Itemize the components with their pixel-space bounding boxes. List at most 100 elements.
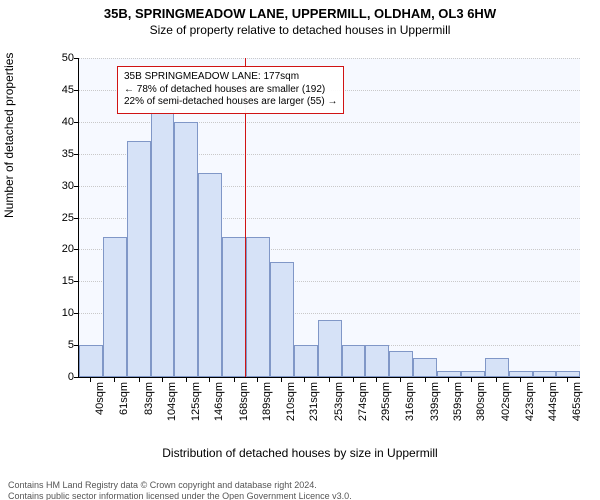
x-tick-label: 231sqm — [308, 382, 320, 421]
x-tick-mark — [257, 378, 258, 382]
footer-line-2: Contains public sector information licen… — [8, 491, 352, 500]
histogram-bar — [413, 358, 437, 377]
x-tick-mark — [425, 378, 426, 382]
footer: Contains HM Land Registry data © Crown c… — [8, 480, 352, 500]
y-tick-label: 45 — [48, 84, 74, 96]
chart-title: 35B, SPRINGMEADOW LANE, UPPERMILL, OLDHA… — [0, 6, 600, 21]
histogram-bar — [533, 371, 557, 377]
y-tick-label: 50 — [48, 52, 74, 64]
x-tick-mark — [281, 378, 282, 382]
x-tick-mark — [400, 378, 401, 382]
y-tick-mark — [74, 186, 78, 187]
chart-subtitle: Size of property relative to detached ho… — [0, 23, 600, 37]
x-tick-label: 40sqm — [94, 382, 106, 415]
x-tick-label: 444sqm — [547, 382, 559, 421]
x-tick-mark — [353, 378, 354, 382]
histogram-bar — [509, 371, 533, 377]
x-axis-title: Distribution of detached houses by size … — [0, 446, 600, 460]
histogram-bar — [103, 237, 127, 377]
x-tick-label: 168sqm — [238, 382, 250, 421]
y-tick-label: 5 — [48, 339, 74, 351]
histogram-bar — [318, 320, 342, 377]
histogram-bar — [270, 262, 294, 377]
x-tick-mark — [209, 378, 210, 382]
x-tick-mark — [90, 378, 91, 382]
y-tick-label: 35 — [48, 148, 74, 160]
y-tick-mark — [74, 313, 78, 314]
x-tick-mark — [234, 378, 235, 382]
x-tick-label: 83sqm — [143, 382, 155, 415]
y-tick-mark — [74, 218, 78, 219]
callout-box: 35B SPRINGMEADOW LANE: 177sqm← 78% of de… — [117, 66, 344, 114]
x-tick-label: 465sqm — [571, 382, 583, 421]
callout-line-3: 22% of semi-detached houses are larger (… — [124, 96, 337, 109]
x-tick-label: 359sqm — [452, 382, 464, 421]
x-tick-label: 380sqm — [475, 382, 487, 421]
x-tick-mark — [114, 378, 115, 382]
histogram-bar — [222, 237, 246, 377]
x-tick-mark — [376, 378, 377, 382]
y-tick-label: 30 — [48, 180, 74, 192]
footer-line-1: Contains HM Land Registry data © Crown c… — [8, 480, 352, 491]
x-tick-mark — [520, 378, 521, 382]
x-tick-label: 146sqm — [213, 382, 225, 421]
y-tick-mark — [74, 122, 78, 123]
histogram-bar — [389, 351, 413, 377]
chart-container: 35B, SPRINGMEADOW LANE, UPPERMILL, OLDHA… — [0, 6, 600, 500]
histogram-bar — [342, 345, 366, 377]
x-tick-mark — [162, 378, 163, 382]
histogram-bar — [127, 141, 151, 377]
x-tick-mark — [139, 378, 140, 382]
y-tick-mark — [74, 377, 78, 378]
x-tick-label: 402sqm — [500, 382, 512, 421]
plot-area: 35B SPRINGMEADOW LANE: 177sqm← 78% of de… — [78, 58, 580, 378]
y-axis-title: Number of detached properties — [2, 53, 16, 218]
x-tick-label: 295sqm — [380, 382, 392, 421]
histogram-bar — [437, 371, 461, 377]
chart-wrap: 35B SPRINGMEADOW LANE: 177sqm← 78% of de… — [48, 58, 580, 418]
y-tick-label: 0 — [48, 371, 74, 383]
histogram-bar — [174, 122, 198, 377]
x-tick-label: 61sqm — [118, 382, 130, 415]
y-tick-mark — [74, 281, 78, 282]
y-tick-mark — [74, 90, 78, 91]
histogram-bar — [294, 345, 318, 377]
histogram-bar — [556, 371, 580, 377]
x-tick-label: 210sqm — [285, 382, 297, 421]
histogram-bar — [365, 345, 389, 377]
histogram-bar — [151, 109, 175, 377]
y-tick-mark — [74, 58, 78, 59]
gridline — [79, 58, 580, 59]
x-tick-mark — [329, 378, 330, 382]
histogram-bar — [485, 358, 509, 377]
y-tick-mark — [74, 345, 78, 346]
x-tick-label: 339sqm — [429, 382, 441, 421]
x-tick-label: 274sqm — [357, 382, 369, 421]
histogram-bar — [461, 371, 485, 377]
y-tick-label: 20 — [48, 243, 74, 255]
x-tick-mark — [471, 378, 472, 382]
callout-line-2: ← 78% of detached houses are smaller (19… — [124, 84, 337, 97]
histogram-bar — [198, 173, 222, 377]
x-tick-label: 316sqm — [404, 382, 416, 421]
y-tick-label: 25 — [48, 212, 74, 224]
x-tick-mark — [496, 378, 497, 382]
x-tick-label: 253sqm — [333, 382, 345, 421]
x-tick-mark — [304, 378, 305, 382]
y-tick-label: 40 — [48, 116, 74, 128]
x-tick-mark — [543, 378, 544, 382]
histogram-bar — [246, 237, 270, 377]
y-tick-mark — [74, 154, 78, 155]
x-tick-mark — [186, 378, 187, 382]
x-tick-label: 125sqm — [190, 382, 202, 421]
y-tick-label: 15 — [48, 275, 74, 287]
x-tick-mark — [448, 378, 449, 382]
histogram-bar — [79, 345, 103, 377]
x-tick-label: 104sqm — [166, 382, 178, 421]
x-tick-mark — [567, 378, 568, 382]
callout-line-1: 35B SPRINGMEADOW LANE: 177sqm — [124, 71, 337, 84]
y-tick-label: 10 — [48, 307, 74, 319]
x-tick-label: 423sqm — [524, 382, 536, 421]
x-tick-label: 189sqm — [261, 382, 273, 421]
y-tick-mark — [74, 249, 78, 250]
